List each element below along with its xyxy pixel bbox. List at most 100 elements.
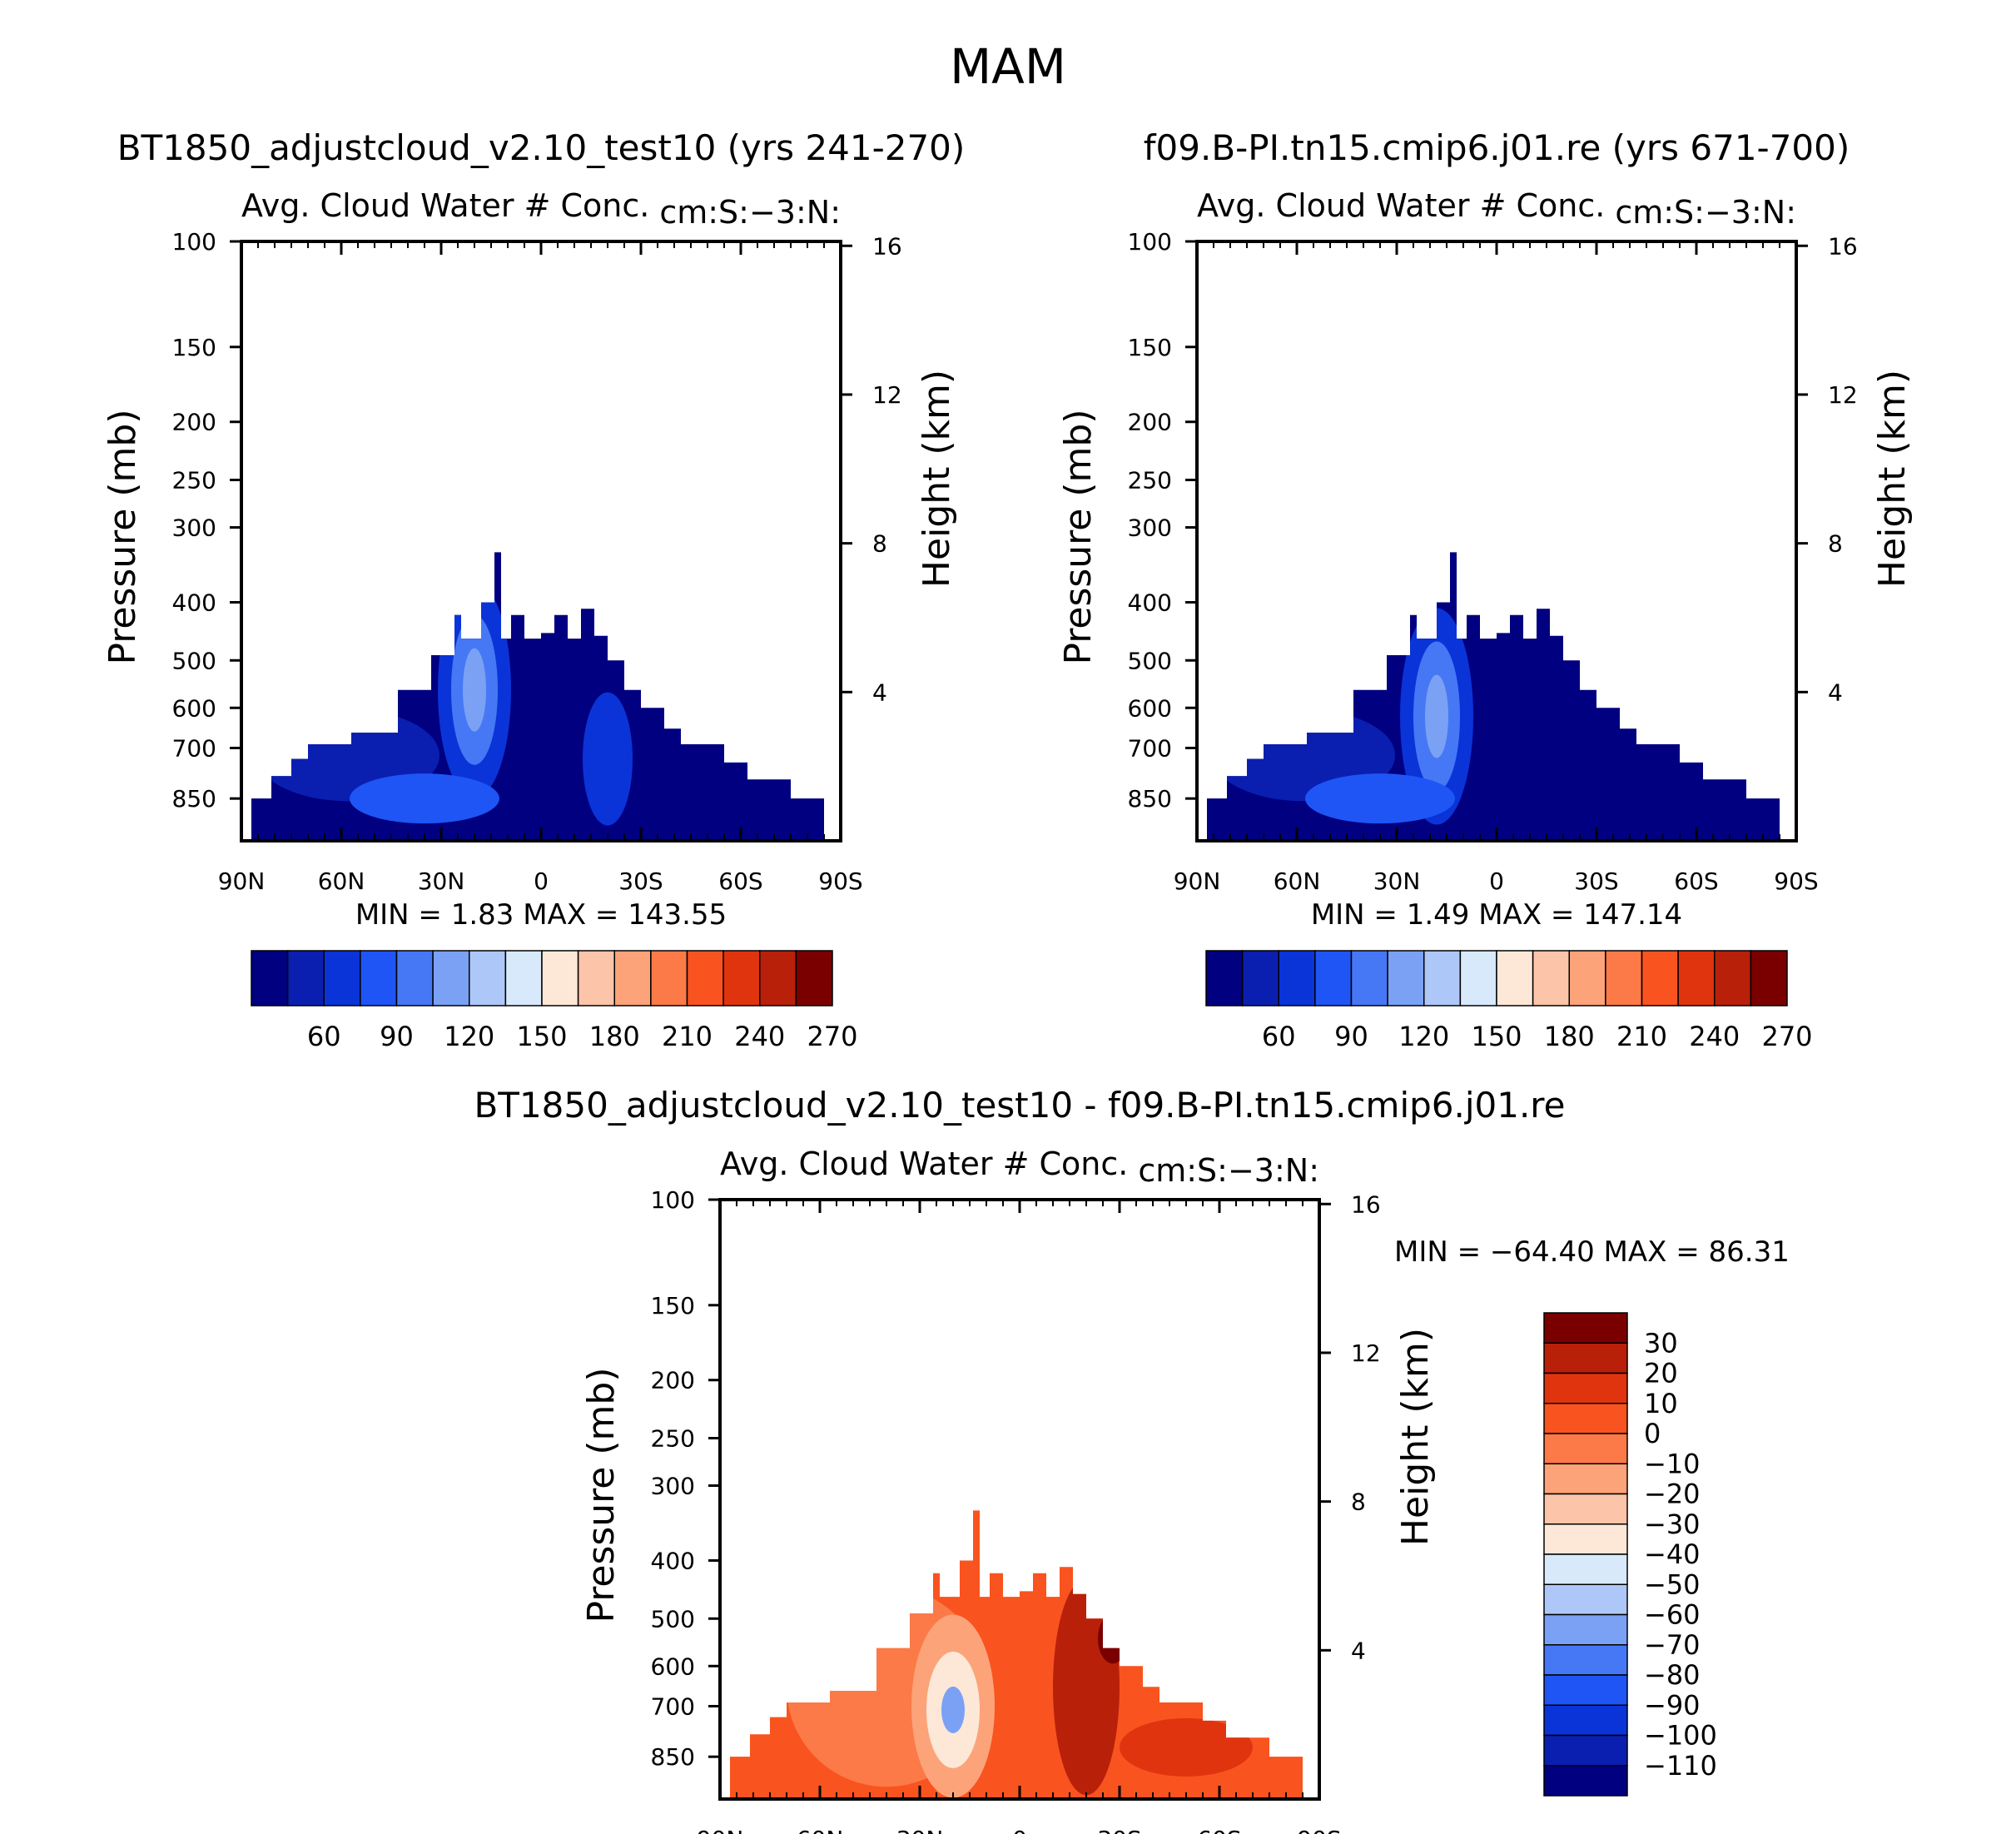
right-subtitle: cm:S:−3:N: xyxy=(1615,194,1796,231)
y-tick-label: 100 xyxy=(1128,228,1172,256)
colorbar-swatch xyxy=(1543,1312,1628,1344)
colorbar-swatch xyxy=(1568,950,1606,1006)
x-tick-label: 30N xyxy=(418,867,465,895)
y-tick-label: 250 xyxy=(651,1425,695,1453)
colorbar-swatch xyxy=(1543,1493,1628,1525)
x-tick-label: 60S xyxy=(1674,867,1718,895)
colorbar-swatch xyxy=(541,950,579,1006)
y-tick-label: 300 xyxy=(651,1473,695,1500)
colorbar-label: 150 xyxy=(1471,1021,1522,1052)
colorbar-swatch xyxy=(1543,1523,1628,1555)
y-axis-title: Pressure (mb) xyxy=(102,410,144,665)
colorbar-swatch xyxy=(1543,1342,1628,1374)
colorbar-label: 90 xyxy=(380,1021,414,1052)
colorbar-label: 180 xyxy=(1544,1021,1595,1052)
colorbar-swatch xyxy=(1205,950,1244,1006)
contour-band xyxy=(463,648,486,732)
colorbar-label: 180 xyxy=(589,1021,640,1052)
x-tick-label: 60N xyxy=(1274,867,1321,895)
colorbar-label: 240 xyxy=(1689,1021,1740,1052)
colorbar-label: −30 xyxy=(1644,1508,1701,1540)
colorbar-swatch xyxy=(1543,1583,1628,1616)
contour-band xyxy=(1305,773,1455,824)
contour-band xyxy=(1425,674,1448,758)
panel-p3: BT1850_adjustcloud_v2.10_test10 - f09.B-… xyxy=(474,1085,1789,1834)
contour-band xyxy=(1053,1578,1120,1796)
colorbar-swatch xyxy=(1314,950,1353,1006)
y-tick-label: 850 xyxy=(1128,785,1172,813)
colorbar-swatch xyxy=(577,950,615,1006)
y-tick-label: 150 xyxy=(651,1292,695,1320)
colorbar-swatch xyxy=(469,950,507,1006)
y-tick-label: 250 xyxy=(172,467,216,495)
x-tick-label: 60N xyxy=(797,1826,844,1834)
colorbar-swatch xyxy=(1543,1553,1628,1585)
panel-p1: BT1850_adjustcloud_v2.10_test10 (yrs 241… xyxy=(102,127,965,1052)
panel-title: BT1850_adjustcloud_v2.10_test10 (yrs 241… xyxy=(117,127,966,168)
y-tick-label: 600 xyxy=(1128,694,1172,722)
y-tick-label: 700 xyxy=(651,1692,695,1720)
x-tick-label: 30N xyxy=(1373,867,1421,895)
colorbar-swatch xyxy=(1278,950,1316,1006)
colorbar-label: 210 xyxy=(1616,1021,1667,1052)
right-subtitle: cm:S:−3:N: xyxy=(659,194,841,231)
x-tick-label: 0 xyxy=(534,867,549,895)
colorbar-label: 60 xyxy=(307,1021,341,1052)
colorbar: 60 90 120 150 180 210 240 270 xyxy=(251,950,858,1052)
contour-band xyxy=(1120,1717,1253,1777)
colorbar-swatch xyxy=(650,950,688,1006)
colorbar-label: 0 xyxy=(1644,1418,1661,1449)
y-tick-label: 500 xyxy=(1128,647,1172,674)
colorbar: 60 90 120 150 180 210 240 270 xyxy=(1205,950,1813,1052)
colorbar-label: 120 xyxy=(1398,1021,1449,1052)
colorbar-label: 270 xyxy=(807,1021,857,1052)
colorbar-label: −60 xyxy=(1644,1599,1701,1631)
y-tick-label: 100 xyxy=(172,228,216,256)
y-right-tick-label: 8 xyxy=(872,530,887,558)
colorbar-label: −50 xyxy=(1644,1568,1701,1600)
colorbar-label: −110 xyxy=(1644,1750,1717,1782)
colorbar-label: −100 xyxy=(1644,1720,1717,1752)
y-tick-label: 400 xyxy=(1128,589,1172,616)
y-tick-label: 700 xyxy=(1128,734,1172,762)
y-right-tick-label: 4 xyxy=(872,678,887,706)
colorbar-swatch xyxy=(1750,950,1788,1006)
min-max-readout: MIN = 1.49 MAX = 147.14 xyxy=(1311,898,1682,932)
x-tick-label: 90N xyxy=(218,867,266,895)
y-right-tick-label: 12 xyxy=(1828,381,1858,409)
y-axis-title: Pressure (mb) xyxy=(1057,410,1100,665)
x-tick-label: 60S xyxy=(1197,1826,1241,1834)
x-tick-label: 60N xyxy=(318,867,365,895)
contour-band xyxy=(583,692,633,826)
contour-fill xyxy=(241,552,841,841)
y-right-tick-label: 16 xyxy=(1351,1190,1381,1218)
y-tick-label: 400 xyxy=(651,1547,695,1574)
y-tick-label: 100 xyxy=(651,1186,695,1214)
y-tick-label: 500 xyxy=(172,647,216,674)
contour-band xyxy=(350,773,499,824)
x-tick-label: 90N xyxy=(697,1826,744,1834)
colorbar-swatch xyxy=(759,950,797,1006)
colorbar-label: 10 xyxy=(1644,1388,1678,1419)
colorbar-swatch xyxy=(1459,950,1497,1006)
y-right-tick-label: 12 xyxy=(872,381,902,409)
colorbar-swatch xyxy=(395,950,434,1006)
x-tick-label: 30S xyxy=(618,867,663,895)
y-right-tick-label: 8 xyxy=(1351,1489,1366,1516)
y-tick-label: 300 xyxy=(172,514,216,542)
y-tick-label: 400 xyxy=(172,589,216,616)
panel-p2: f09.B-PI.tn15.cmip6.j01.re (yrs 671-700)… xyxy=(1057,127,1914,1052)
colorbar-label: 120 xyxy=(444,1021,494,1052)
y-tick-label: 300 xyxy=(1128,514,1172,542)
colorbar-swatch xyxy=(1543,1613,1628,1646)
colorbar-swatch xyxy=(1387,950,1425,1006)
panel-title: BT1850_adjustcloud_v2.10_test10 - f09.B-… xyxy=(474,1085,1565,1126)
y-tick-label: 700 xyxy=(172,734,216,762)
left-subtitle: Avg. Cloud Water # Conc. xyxy=(241,187,649,224)
x-tick-label: 90N xyxy=(1174,867,1221,895)
colorbar-swatch xyxy=(504,950,543,1006)
colorbar-swatch xyxy=(251,950,289,1006)
colorbar-swatch xyxy=(686,950,724,1006)
colorbar-swatch xyxy=(286,950,325,1006)
